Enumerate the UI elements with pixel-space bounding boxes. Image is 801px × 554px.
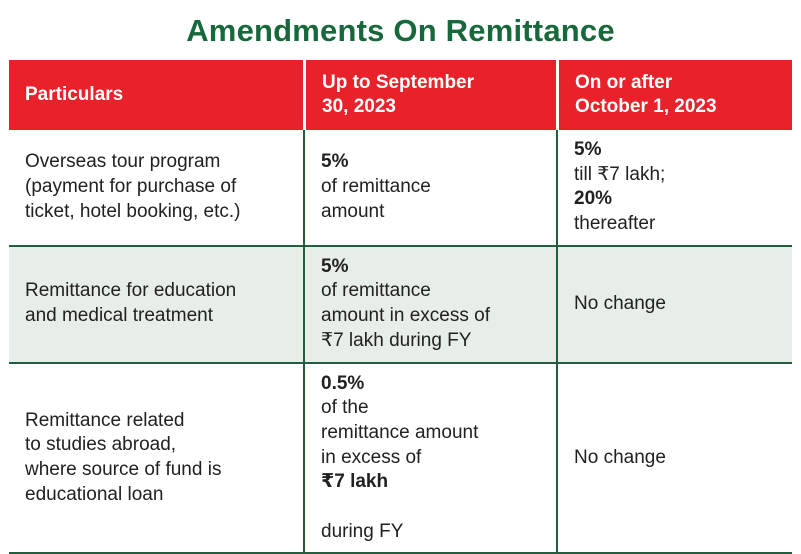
table-header-row: Particulars Up to September 30, 2023 On … xyxy=(9,60,792,130)
cell-rate-after: No change xyxy=(556,361,792,553)
table-row-studies-abroad-loan: Remittance related to studies abroad, wh… xyxy=(9,361,792,553)
remittance-table: Particulars Up to September 30, 2023 On … xyxy=(9,60,792,554)
cell-particulars: Overseas tour program (payment for purch… xyxy=(9,130,303,245)
cell-rate-before: 5% of remittance amount xyxy=(303,130,556,245)
cell-particulars: Remittance other than educational and me… xyxy=(9,552,303,554)
cell-particulars: Remittance for education and medical tre… xyxy=(9,244,303,362)
cell-rate-after: 5% till ₹7 lakh; 20% thereafter xyxy=(556,130,792,245)
cell-rate-after: No change xyxy=(556,244,792,362)
cell-rate-before: 0.5% of the remittance amount in excess … xyxy=(303,361,556,553)
table-body: Overseas tour program (payment for purch… xyxy=(9,130,792,554)
page-title: Amendments On Remittance xyxy=(186,13,615,48)
header-cell-particulars: Particulars xyxy=(9,60,303,130)
cell-rate-before: 5% of remittance amount in excess of ₹7 … xyxy=(303,552,556,554)
cell-rate-after: 20% of remittance amount in excess of ₹7… xyxy=(556,552,792,554)
header-cell-after-date: On or after October 1, 2023 xyxy=(556,60,792,130)
cell-particulars: Remittance related to studies abroad, wh… xyxy=(9,361,303,553)
cell-rate-before: 5% of remittance amount in excess of ₹7 … xyxy=(303,244,556,362)
header-cell-before-date: Up to September 30, 2023 xyxy=(303,60,556,130)
table-row-education-medical: Remittance for education and medical tre… xyxy=(9,244,792,362)
table-row-overseas-tour: Overseas tour program (payment for purch… xyxy=(9,130,792,245)
table-row-other-remittance: Remittance other than educational and me… xyxy=(9,552,792,554)
